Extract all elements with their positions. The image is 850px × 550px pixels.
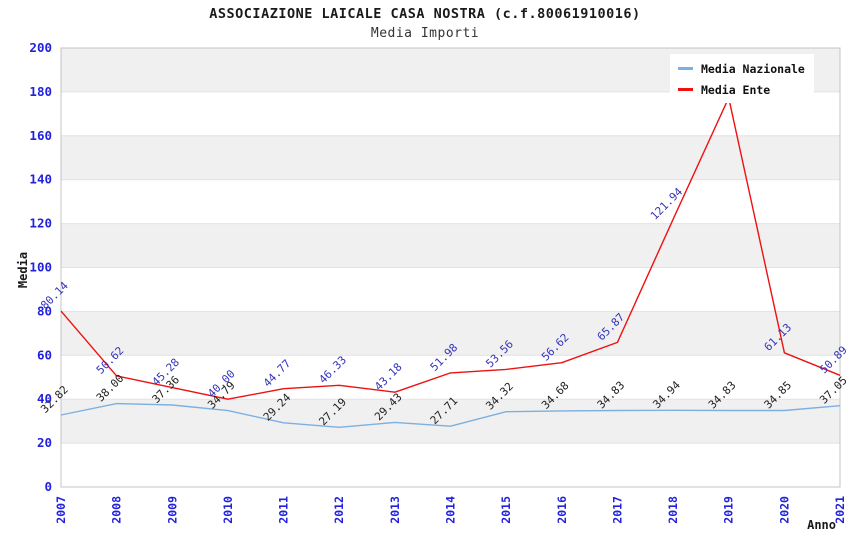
x-tick-label: 2019: [722, 496, 736, 524]
x-tick-label: 2009: [165, 496, 179, 524]
media-nazionale-swatch-icon: [678, 67, 693, 70]
plot-band: [61, 311, 840, 356]
y-tick-label: 160: [29, 128, 52, 143]
y-tick-label: 100: [29, 260, 52, 275]
y-tick-label: 40: [37, 391, 52, 406]
y-tick-label: 0: [44, 479, 52, 494]
y-tick-label: 80: [37, 303, 52, 318]
x-tick-label: 2014: [444, 496, 458, 524]
x-axis-title: Anno: [807, 518, 836, 532]
plot-bands: [61, 48, 840, 487]
y-tick-label: 60: [37, 347, 52, 362]
plot-gridlines: [61, 91, 840, 444]
plot-border: [60, 47, 841, 488]
y-tick-label: 20: [37, 435, 52, 450]
chart-title: ASSOCIAZIONE LAICALE CASA NOSTRA (c.f.80…: [209, 6, 641, 22]
x-tick-label: 2016: [555, 496, 569, 524]
y-axis-tick-labels: 0 20 40 60 80 100 120 140 160 180 200: [29, 40, 52, 494]
plot-band: [61, 179, 840, 224]
x-tick-label: 2011: [277, 496, 291, 524]
legend-item-media-ente: Media Ente: [678, 82, 806, 97]
x-axis-tick-labels: 2007 2008 2009 2010 2011 2012 2013 2014 2015 2016…: [54, 496, 847, 524]
x-tick-label: 2020: [777, 496, 791, 524]
legend-item-media-nazionale: Media Nazionale: [678, 61, 806, 76]
plot-band: [61, 443, 840, 487]
plot-band: [61, 223, 840, 268]
legend-label: Media Ente: [701, 82, 771, 97]
chart-subtitle: Media Importi: [370, 26, 480, 41]
y-tick-label: 140: [29, 172, 52, 187]
plot-band: [61, 135, 840, 180]
y-tick-label: 180: [29, 84, 52, 99]
x-tick-label: 2021: [833, 496, 847, 524]
x-tick-label: 2012: [332, 496, 346, 524]
x-tick-label: 2010: [221, 496, 235, 524]
y-tick-label: 120: [29, 216, 52, 231]
media-ente-swatch-icon: [678, 88, 693, 91]
x-tick-label: 2017: [610, 496, 624, 524]
chart-legend: Media Nazionale Media Ente: [670, 54, 814, 103]
plot-band: [61, 267, 840, 312]
x-tick-label: 2015: [499, 496, 513, 524]
y-axis-title: Media: [16, 252, 30, 288]
y-tick-label: 200: [29, 40, 52, 55]
x-tick-label: 2013: [388, 496, 402, 524]
media-ente-line: [60, 97, 841, 400]
x-tick-label: 2018: [666, 496, 680, 524]
media-nazionale-line: [60, 402, 841, 428]
series-lines: [60, 97, 841, 428]
x-tick-label: 2007: [54, 496, 68, 524]
legend-label: Media Nazionale: [701, 61, 805, 76]
x-tick-label: 2008: [110, 496, 124, 524]
